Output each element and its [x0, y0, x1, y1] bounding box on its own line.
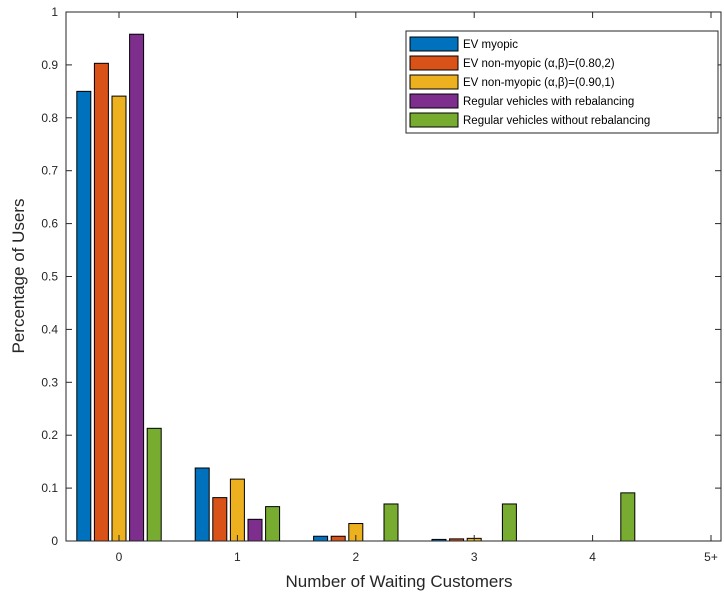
legend-entry: EV myopic	[463, 39, 518, 51]
legend-entry: Regular vehicles without rebalancing	[463, 115, 650, 127]
bars-group	[76, 33, 636, 542]
bar-4-4	[620, 492, 636, 542]
x-tick-label: 4	[589, 550, 596, 564]
bar-0-1	[194, 467, 210, 542]
y-tick-label: 0.4	[41, 322, 58, 336]
y-tick-label: 1	[51, 5, 58, 19]
bar-0-0	[76, 90, 92, 542]
bar-4-0	[146, 427, 162, 542]
legend-swatch	[409, 74, 459, 90]
x-tick-label: 5+	[704, 550, 718, 564]
ticks-group: 0 0.1 0.2 0.3 0.4 0.5 0.6 0.7 0.8 0.9 1 0 1 2 3 4 5+	[41, 5, 721, 564]
y-tick-label: 0.9	[41, 58, 58, 72]
legend-entry: EV non-myopic (α,β)=(0.90,1)	[463, 77, 615, 89]
legend: EV myopic EV non-myopic (α,β)=(0.80,2) EV …	[405, 30, 719, 134]
bar-2-1	[229, 478, 245, 542]
x-tick-label: 2	[352, 550, 359, 564]
x-axis-label: Number of Waiting Customers	[285, 572, 512, 591]
y-tick-label: 0.7	[41, 164, 58, 178]
bar-1-0	[93, 62, 109, 542]
legend-swatch	[409, 112, 459, 128]
y-tick-label: 0.1	[41, 481, 58, 495]
bar-2-0	[111, 95, 127, 542]
y-tick-label: 0.6	[41, 217, 58, 231]
bar-4-3	[501, 503, 517, 542]
bar-4-2	[383, 503, 399, 542]
y-axis-label: Percentage of Users	[9, 199, 28, 354]
bar-1-2	[330, 535, 346, 542]
legend-swatch	[409, 55, 459, 71]
bar-3-1	[247, 518, 263, 542]
legend-entry: EV non-myopic (α,β)=(0.80,2)	[463, 58, 615, 70]
bar-4-1	[265, 506, 281, 542]
bar-1-1	[212, 497, 228, 542]
y-tick-label: 0.8	[41, 111, 58, 125]
x-tick-label: 0	[116, 550, 123, 564]
x-tick-label: 3	[471, 550, 478, 564]
bar-0-2	[313, 535, 329, 542]
legend-entry: Regular vehicles with rebalancing	[463, 96, 634, 108]
y-tick-label: 0.3	[41, 375, 58, 389]
y-tick-label: 0.5	[41, 270, 58, 284]
y-tick-label: 0.2	[41, 428, 58, 442]
legend-swatch	[409, 36, 459, 52]
legend-swatch	[409, 93, 459, 109]
bar-3-0	[129, 33, 145, 542]
x-tick-label: 1	[234, 550, 241, 564]
y-tick-label: 0	[51, 534, 58, 548]
